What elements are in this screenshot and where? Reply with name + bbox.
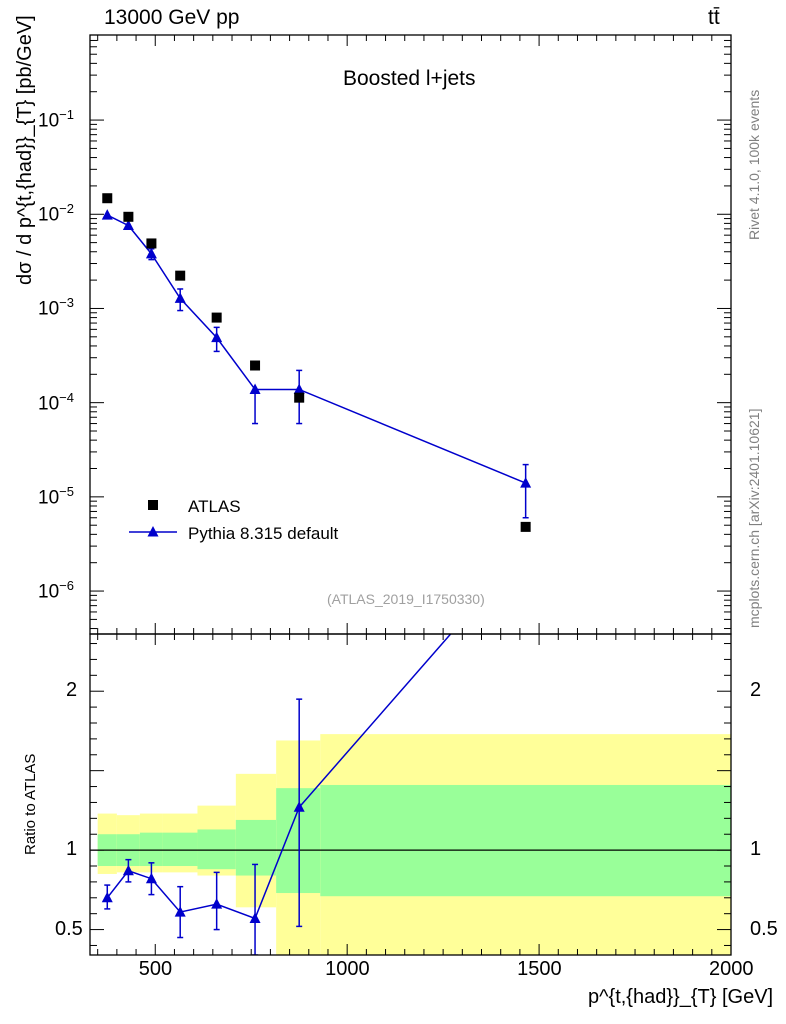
x-tick-label: 1500	[517, 958, 562, 980]
main-y-tick-label-exponent: −5	[59, 483, 74, 499]
atlas-point	[146, 238, 157, 249]
main-y-tick-label: 10−3	[38, 295, 74, 320]
atlas-point	[294, 392, 305, 403]
atlas-point	[250, 360, 261, 371]
main-y-tick-label: 10−1	[38, 107, 74, 132]
main-panel-frame	[89, 34, 732, 635]
main-y-tick-label: 10−4	[38, 390, 74, 415]
pythia-point	[174, 292, 186, 303]
energy-label: 13000 GeV pp	[104, 6, 240, 29]
legend-label-pythia: Pythia 8.315 default	[188, 524, 339, 543]
ratio-point	[293, 801, 305, 812]
panel-frames	[89, 34, 732, 956]
ratio-y-tick-label-left: 0.5	[55, 917, 83, 940]
main-series	[101, 193, 532, 532]
ratio-y-tick-label-left: 1	[66, 838, 78, 861]
ratio-y-tick-label-left: 2	[66, 679, 78, 702]
main-y-axis-title: dσ / d p^{t,{had}}_{T} [pb/GeV]	[14, 15, 37, 285]
legend-marker-pythia	[147, 526, 159, 537]
ratio-point	[122, 864, 134, 876]
x-tick-label: 2000	[709, 958, 754, 980]
main-y-tick-label-exponent: −4	[59, 389, 74, 405]
rivet-version-label: Rivet 4.1.0, 100k events	[746, 89, 762, 240]
process-label: tt̄	[708, 6, 720, 29]
atlas-point	[123, 211, 134, 222]
x-tick-label: 1000	[325, 958, 370, 980]
axis-ticks	[90, 34, 732, 955]
ratio-point	[174, 906, 186, 917]
main-y-tick-label-base: 10	[38, 487, 60, 509]
main-y-tick-label-exponent: −2	[59, 201, 74, 217]
main-y-tick-label: 10−2	[38, 201, 74, 226]
atlas-point	[102, 193, 113, 204]
main-y-tick-label-base: 10	[38, 204, 60, 226]
main-y-tick-label-base: 10	[38, 581, 60, 603]
main-y-axis-title-text: dσ / d p^{t,{had}}_{T} [pb/GeV]	[14, 15, 36, 285]
pythia-point	[101, 209, 113, 220]
mcplots-credit-label: mcplots.cern.ch [arXiv:2401.10621]	[746, 408, 762, 628]
ratio-series	[101, 542, 531, 955]
ratio-point	[520, 542, 531, 553]
legend	[129, 500, 177, 537]
ratio-y-tick-label-right: 1	[750, 838, 762, 861]
main-y-tick-label-exponent: −3	[59, 295, 74, 311]
x-tick-label: 500	[138, 958, 173, 980]
pythia-point	[122, 219, 134, 230]
band-inner-bin	[139, 832, 163, 867]
legend-marker-atlas	[148, 500, 158, 510]
band-inner-bin	[162, 832, 198, 867]
pythia-point	[293, 383, 305, 394]
band-inner-bin	[235, 819, 277, 876]
main-y-tick-label-exponent: −1	[59, 107, 74, 123]
pythia-point	[211, 331, 223, 343]
band-inner-bin	[320, 784, 731, 897]
x-axis-title: p^{t,{had}}_{T} [GeV]	[588, 986, 774, 1008]
atlas-point	[520, 521, 531, 532]
ratio-point	[101, 891, 113, 903]
ratio-series-line	[106, 634, 452, 920]
ratio-y-tick-label-right: 0.5	[750, 917, 778, 940]
ratio-y-axis-title: Ratio to ATLAS	[22, 753, 39, 855]
ratio-uncertainty-bands	[97, 734, 731, 955]
legend-label-atlas: ATLAS	[188, 497, 241, 516]
ratio-point	[249, 912, 261, 923]
pythia-point	[520, 477, 532, 488]
atlas-point	[175, 270, 186, 281]
main-y-tick-label-exponent: −6	[59, 578, 74, 594]
main-y-tick-label: 10−6	[38, 578, 74, 603]
main-y-tick-label: 10−5	[38, 484, 74, 509]
ratio-point	[145, 872, 157, 884]
pythia-point	[145, 247, 157, 259]
pythia-point	[249, 383, 261, 394]
ratio-panel-frame	[89, 633, 732, 956]
analysis-id: (ATLAS_2019_I1750330)	[327, 591, 485, 607]
main-y-tick-label-base: 10	[38, 392, 60, 414]
band-inner-bin	[197, 829, 236, 870]
ratio-point	[211, 898, 223, 909]
atlas-point	[211, 312, 222, 323]
ratio-y-tick-label-right: 2	[750, 679, 762, 702]
main-y-tick-label-base: 10	[38, 298, 60, 320]
main-y-tick-label-base: 10	[38, 110, 60, 132]
pythia-line	[106, 214, 526, 484]
chart-title: Boosted l+jets	[343, 67, 476, 90]
